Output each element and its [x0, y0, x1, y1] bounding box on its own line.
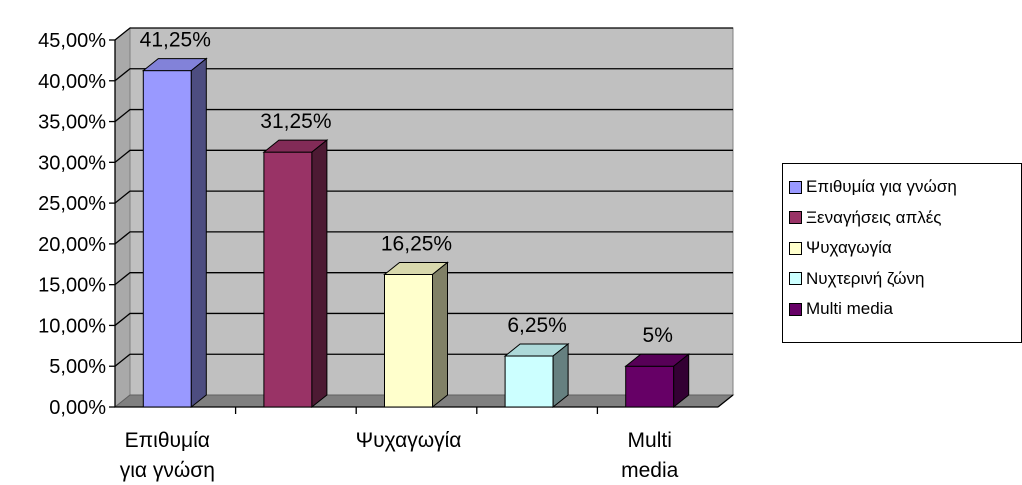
legend-label: Επιθυμία για γνώση	[806, 177, 957, 197]
bar-side	[311, 139, 328, 409]
bar	[141, 57, 208, 409]
data-label: 5%	[643, 324, 673, 347]
gridline	[114, 68, 733, 82]
x-tick-label: Επιθυμία	[125, 429, 210, 452]
gridlines	[114, 27, 733, 367]
y-tick-label: 35,00%	[38, 112, 106, 134]
legend-item: Multi media	[789, 294, 1021, 325]
data-label: 16,25%	[381, 232, 452, 255]
floor-edge	[717, 394, 734, 408]
data-label: 6,25%	[507, 314, 567, 337]
legend-item: Επιθυμία για γνώση	[789, 172, 1021, 203]
y-tick-label: 10,00%	[38, 315, 106, 337]
legend-swatch	[789, 241, 802, 255]
legend: Επιθυμία για γνώση Ξεναγήσεις απλές Ψυχα…	[782, 163, 1022, 343]
gridline	[114, 312, 733, 326]
gridline	[114, 190, 733, 204]
legend-item: Ψυχαγωγία	[789, 233, 1021, 264]
y-tick-label: 30,00%	[38, 152, 106, 174]
gridline	[114, 272, 733, 286]
bar	[624, 353, 691, 409]
legend-item: Ξεναγήσεις απλές	[789, 203, 1021, 234]
x-tick-label: Ψυχαγωγία	[356, 429, 462, 452]
legend-label: Νυχτερινή ζώνη	[806, 268, 925, 288]
legend-swatch	[789, 272, 802, 286]
data-labels: 41,25% 31,25% 16,25% 6,25% 5%	[140, 29, 673, 348]
bar-side	[432, 261, 448, 409]
gridline	[114, 149, 733, 163]
bar-front	[263, 151, 313, 408]
legend-label: Ψυχαγωγία	[806, 238, 892, 258]
legend-label: Multi media	[806, 299, 893, 319]
bar-front	[625, 365, 675, 408]
y-tick-label: 25,00%	[38, 193, 106, 215]
bar-side	[673, 353, 690, 409]
gridline	[114, 27, 733, 41]
y-tick-label: 45,00%	[38, 30, 106, 52]
data-label: 41,25%	[140, 29, 211, 52]
legend-label: Ξεναγήσεις απλές	[806, 207, 942, 227]
y-tick-label: 5,00%	[49, 356, 106, 378]
gridline	[114, 231, 733, 245]
legend-swatch	[789, 180, 802, 194]
bar-front	[384, 273, 433, 408]
y-tick-label: 0,00%	[49, 397, 106, 419]
y-axis-ticks: 0,00% 5,00% 10,00% 15,00% 20,00% 25,00% 30,00%…	[38, 30, 115, 419]
bar-front	[142, 70, 192, 408]
legend-swatch	[789, 211, 802, 225]
x-tick-label: για γνώση	[120, 459, 215, 482]
bar-front	[504, 355, 554, 408]
bar	[262, 139, 329, 409]
x-tick-label: media	[621, 459, 679, 482]
y-tick-label: 15,00%	[38, 275, 106, 297]
legend-swatch	[789, 302, 802, 316]
bar	[503, 342, 570, 409]
bar-side	[552, 342, 569, 409]
y-tick-label: 20,00%	[38, 234, 106, 256]
bar	[383, 261, 449, 409]
gridline	[114, 108, 733, 123]
data-label: 31,25%	[260, 110, 331, 133]
x-axis-ticks: Επιθυμία για γνώση Ψυχαγωγία Multi media	[120, 407, 679, 482]
bar-side	[190, 57, 207, 409]
x-tick-label: Multi	[628, 429, 672, 452]
bars	[141, 57, 691, 409]
legend-item: Νυχτερινή ζώνη	[789, 264, 1021, 295]
side-wall	[114, 26, 131, 409]
y-tick-label: 40,00%	[38, 71, 106, 93]
